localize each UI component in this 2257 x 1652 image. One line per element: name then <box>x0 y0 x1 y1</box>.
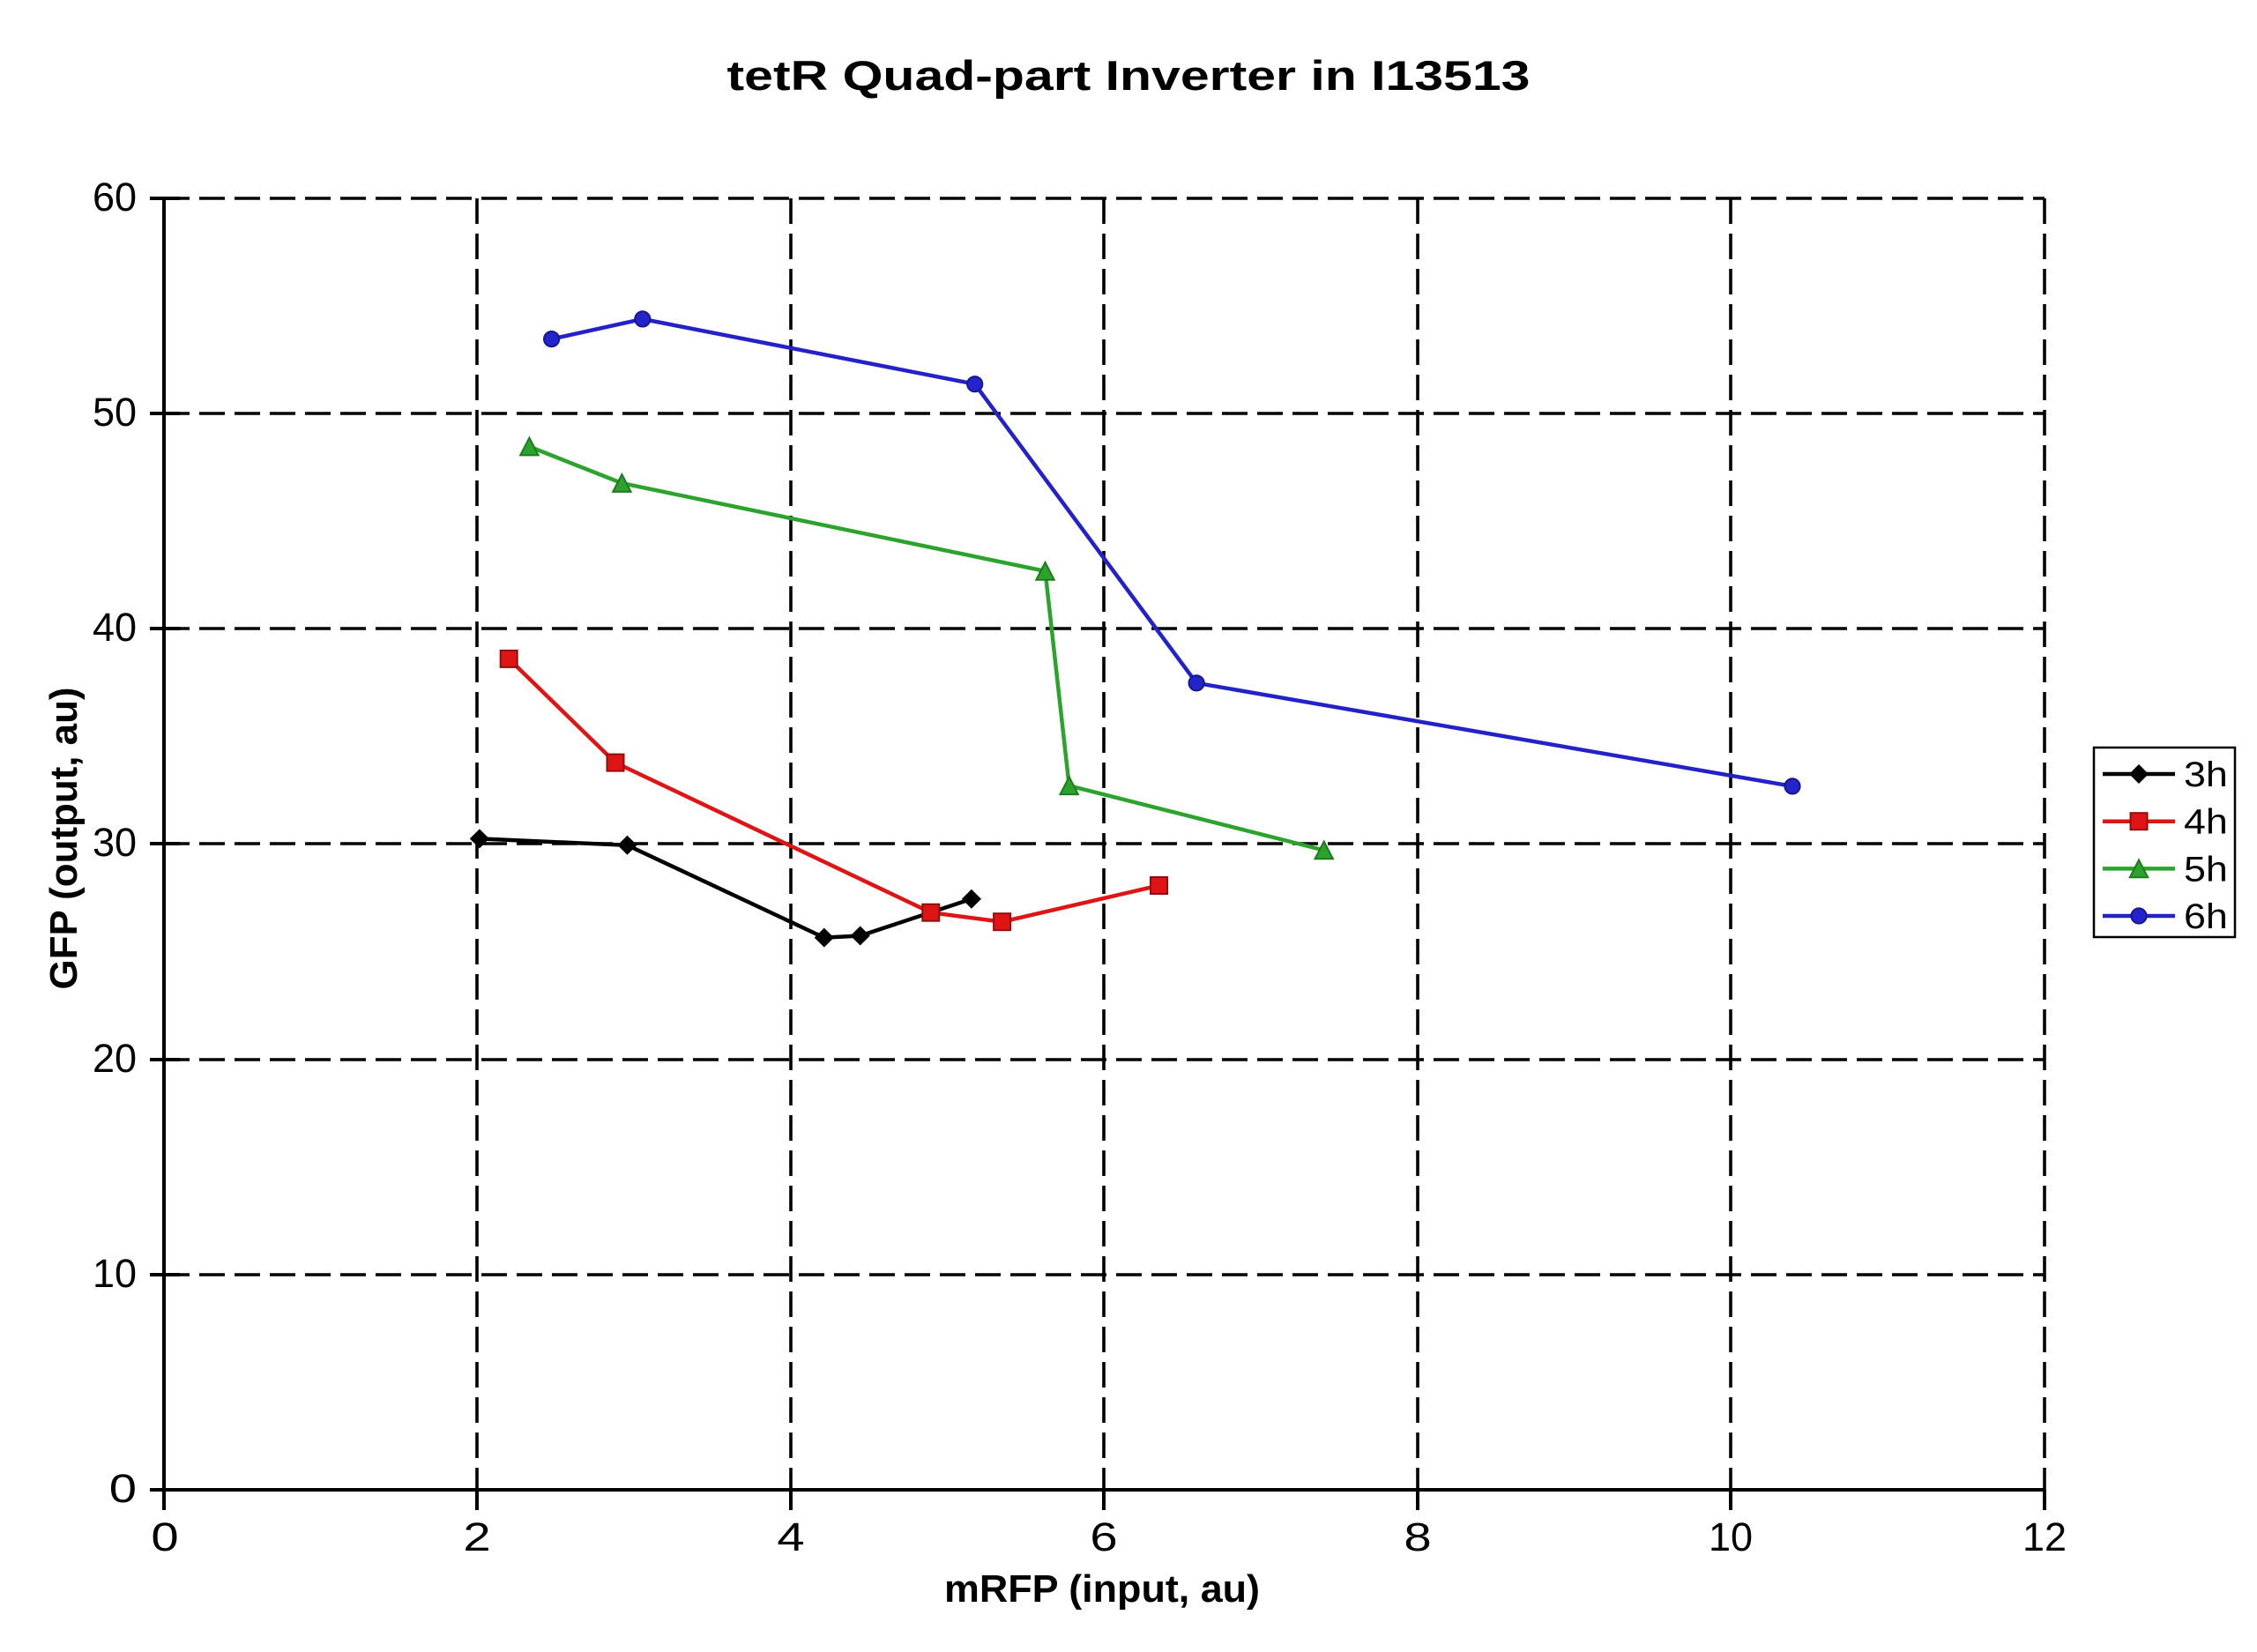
svg-text:tetR Quad-part Inverter in I13: tetR Quad-part Inverter in I13513 <box>727 54 1531 100</box>
svg-text:10: 10 <box>1709 1514 1753 1559</box>
svg-text:3h: 3h <box>2184 755 2228 793</box>
svg-text:0: 0 <box>109 1466 137 1510</box>
svg-text:20: 20 <box>93 1036 137 1081</box>
svg-text:50: 50 <box>93 390 137 435</box>
svg-text:8: 8 <box>1404 1514 1431 1559</box>
svg-text:6h: 6h <box>2184 897 2228 935</box>
svg-text:GFP (output, au): GFP (output, au) <box>42 688 86 990</box>
svg-text:4h: 4h <box>2184 802 2228 841</box>
svg-text:4: 4 <box>777 1514 804 1559</box>
svg-text:12: 12 <box>2022 1514 2067 1559</box>
svg-text:60: 60 <box>93 175 137 220</box>
svg-text:0: 0 <box>151 1514 178 1559</box>
svg-text:6: 6 <box>1090 1514 1117 1559</box>
svg-text:5h: 5h <box>2184 850 2228 889</box>
svg-text:mRFP (input, au): mRFP (input, au) <box>944 1567 1260 1611</box>
svg-text:10: 10 <box>93 1251 137 1296</box>
svg-text:30: 30 <box>93 820 137 865</box>
svg-text:2: 2 <box>463 1514 490 1559</box>
svg-text:40: 40 <box>93 605 137 650</box>
